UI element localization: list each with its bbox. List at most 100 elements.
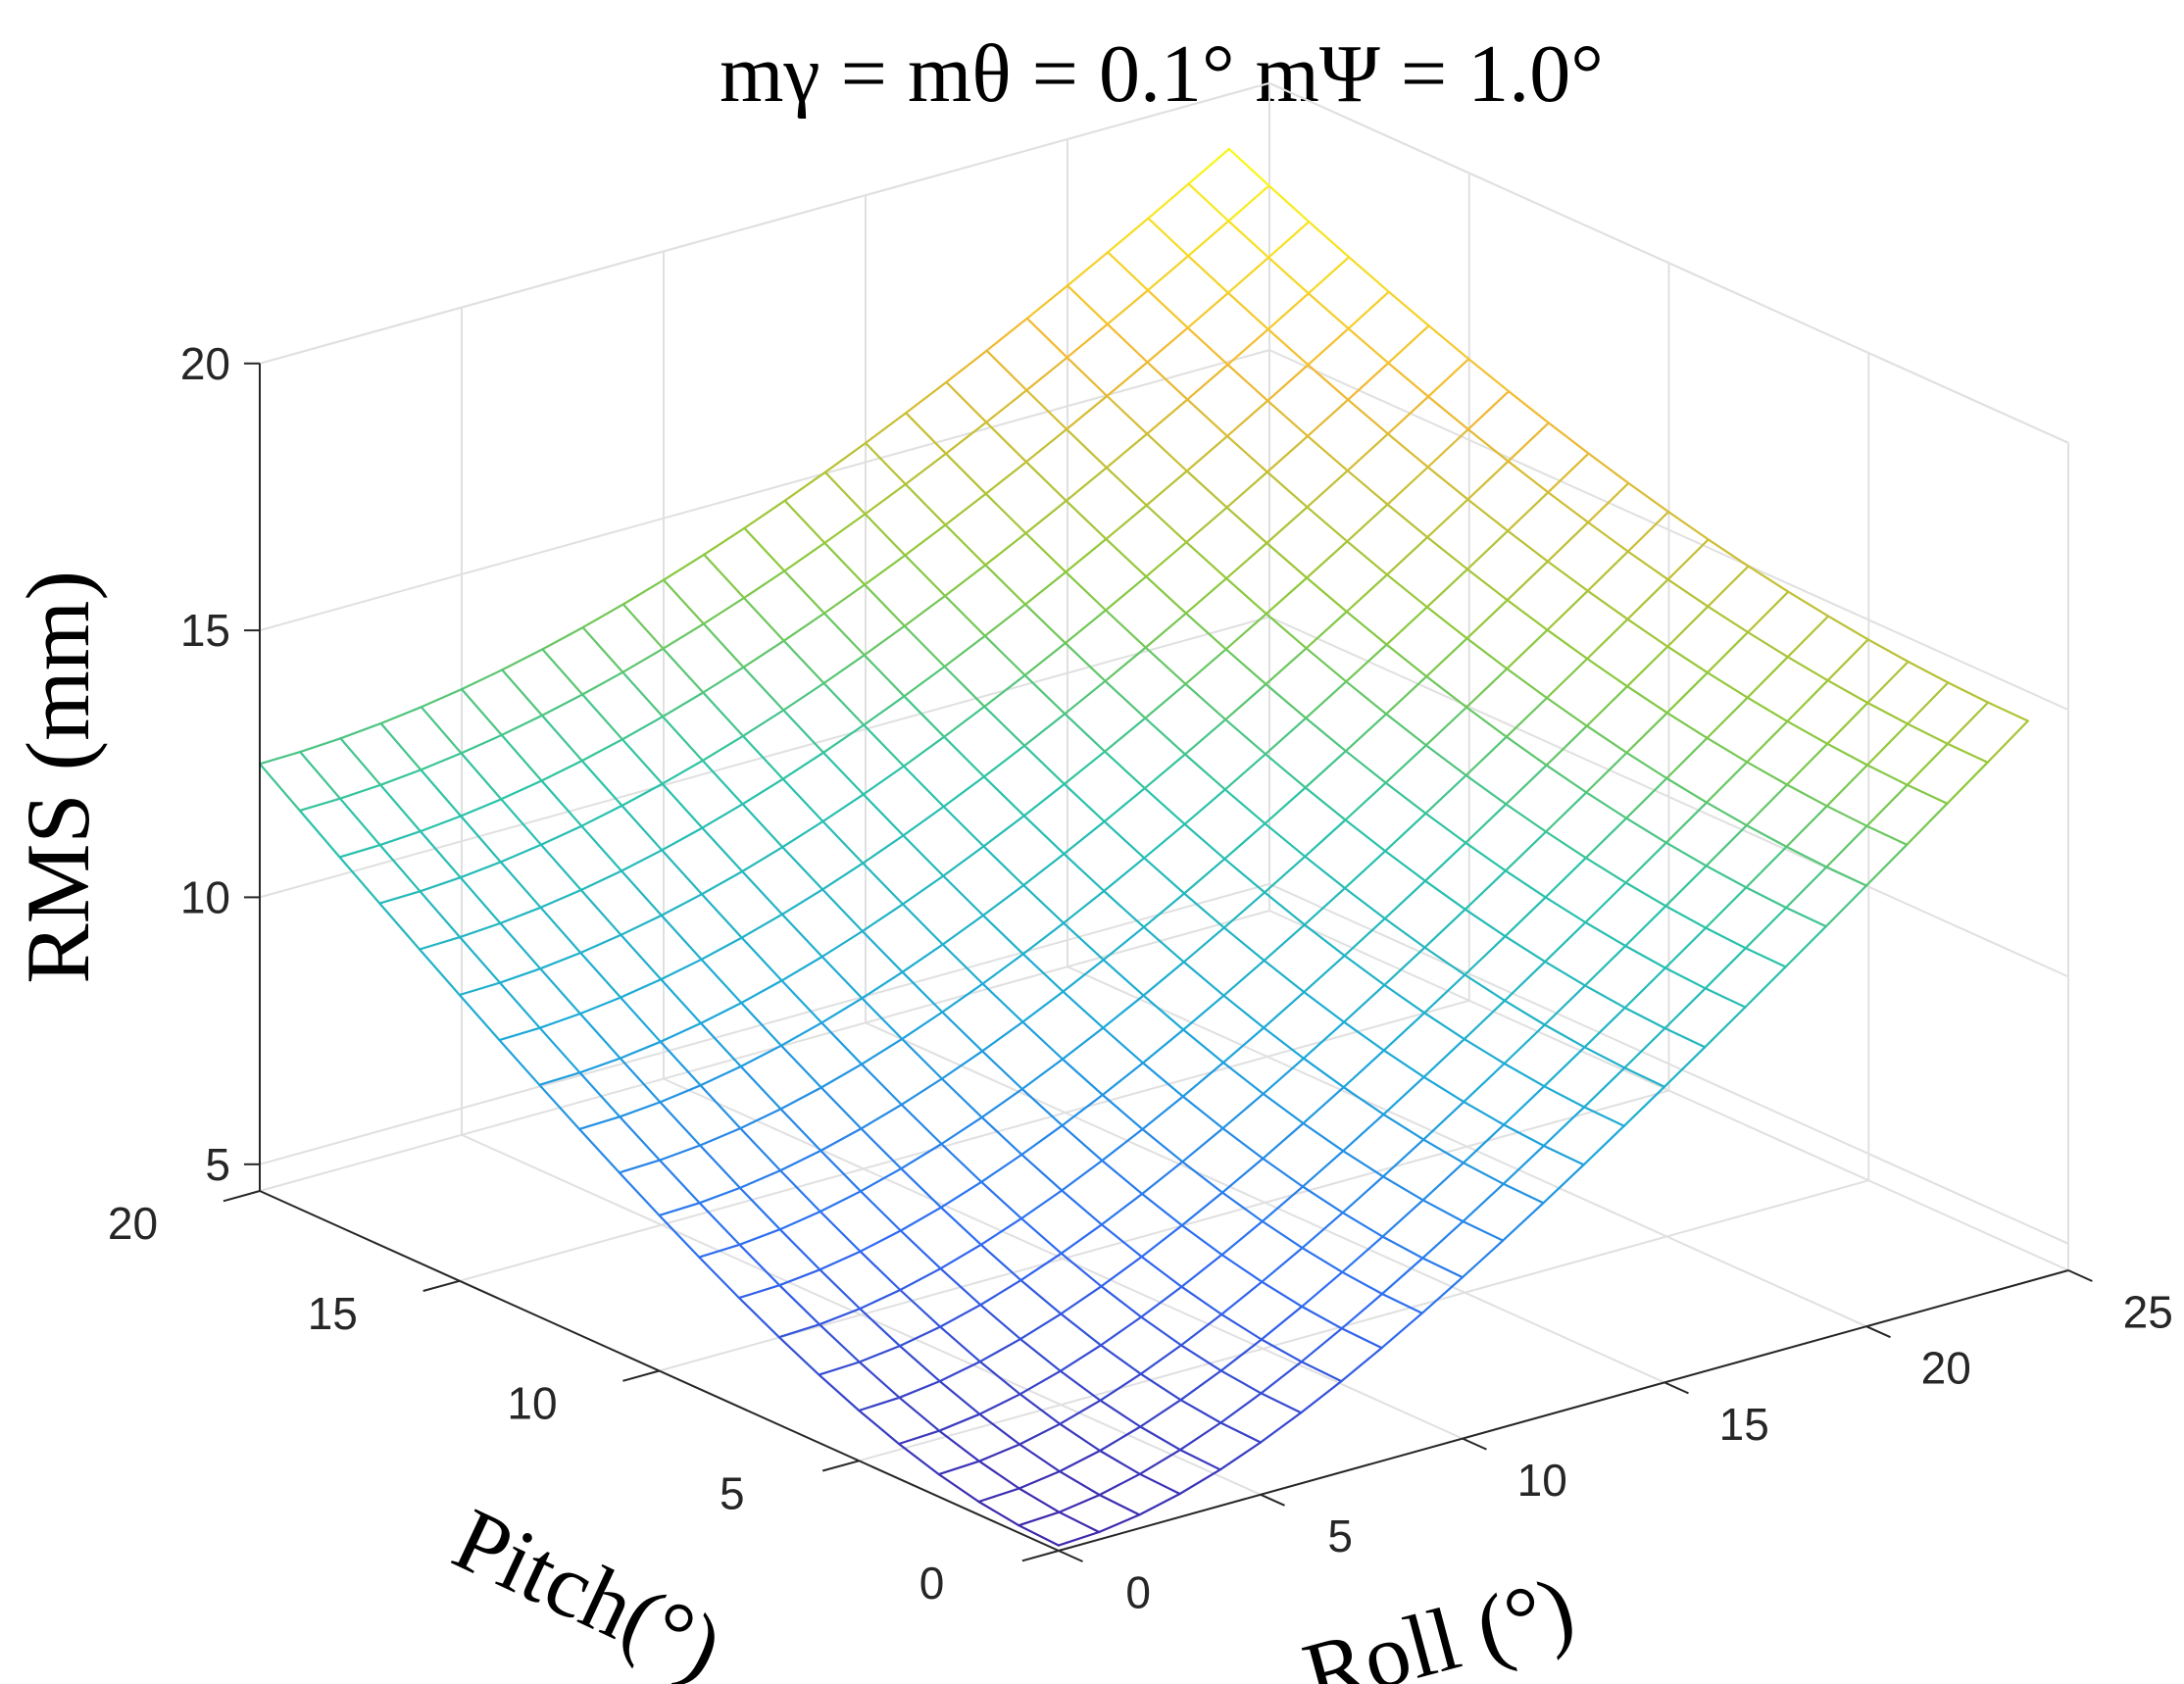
mesh-segment	[1061, 1124, 1104, 1163]
mesh-segment	[703, 526, 746, 556]
mesh-segment	[1061, 1093, 1104, 1127]
mesh-segment	[778, 1210, 821, 1231]
mesh-segment	[1505, 735, 1548, 767]
mesh-segment	[1025, 389, 1068, 430]
mesh-segment	[1223, 788, 1266, 825]
mesh-segment	[540, 759, 583, 782]
mesh-segment	[1221, 1126, 1265, 1161]
mesh-segment	[864, 482, 907, 516]
mesh-segment	[1147, 182, 1190, 220]
mesh-segment	[899, 1267, 942, 1292]
mesh-segment	[618, 1159, 662, 1174]
mesh-segment	[1308, 221, 1351, 259]
mesh-segment	[1626, 578, 1669, 620]
mesh-segment	[1063, 819, 1106, 856]
mesh-segment	[1704, 926, 1747, 950]
mesh-segment	[898, 1325, 942, 1348]
mesh-segment	[662, 578, 705, 625]
mesh-segment	[1824, 884, 1868, 928]
mesh-segment	[820, 929, 864, 959]
mesh-segment	[1179, 1344, 1222, 1372]
mesh-segment	[1464, 803, 1508, 844]
mesh-segment	[1304, 855, 1347, 890]
mesh-segment	[1343, 850, 1387, 890]
mesh-segment	[1705, 801, 1748, 827]
mesh-segment	[1341, 1235, 1384, 1273]
mesh-segment	[900, 1142, 943, 1170]
mesh-segment	[460, 733, 503, 755]
mesh-segment	[1224, 613, 1267, 651]
mesh-segment	[1301, 1150, 1345, 1188]
mesh-segment	[860, 1103, 903, 1130]
mesh-segment	[1185, 541, 1228, 580]
mesh-segment	[1146, 361, 1189, 401]
mesh-segment	[1745, 886, 1788, 910]
mesh-segment	[818, 1307, 862, 1326]
mesh-segment	[658, 1144, 702, 1162]
mesh-segment	[1107, 251, 1150, 292]
mesh-segment	[378, 829, 422, 847]
mesh-segment	[1142, 892, 1186, 928]
mesh-segment	[1147, 217, 1190, 258]
mesh-segment	[939, 1267, 982, 1307]
mesh-segment	[1347, 327, 1390, 365]
mesh-segment	[1145, 541, 1188, 578]
mesh-segment	[1062, 990, 1105, 1029]
mesh-segment	[939, 1243, 982, 1270]
mesh-segment	[858, 1409, 901, 1446]
mesh-segment	[1300, 1305, 1343, 1330]
mesh-segment	[1266, 364, 1310, 402]
mesh-segment	[702, 666, 745, 694]
mesh-segment	[1301, 1246, 1344, 1273]
mesh-segment	[1626, 550, 1669, 581]
y-tick-label: 0	[919, 1558, 945, 1609]
y-tick-label: 10	[507, 1378, 557, 1429]
floor-grid-line	[859, 1179, 1869, 1462]
mesh-segment	[339, 721, 382, 740]
mesh-segment	[578, 996, 622, 1015]
mesh-segment	[1345, 643, 1388, 683]
mesh-segment	[980, 1180, 1023, 1220]
mesh-segment	[459, 861, 502, 879]
mesh-segment	[985, 349, 1028, 392]
mesh-segment	[1221, 1092, 1265, 1130]
mesh-segment	[1704, 1006, 1747, 1049]
mesh-segment	[1505, 696, 1549, 738]
mesh-segment	[539, 906, 582, 955]
mesh-segment	[738, 1228, 781, 1246]
mesh-segment	[1666, 605, 1710, 648]
mesh-segment	[419, 829, 462, 879]
mesh-segment	[858, 1361, 901, 1399]
mesh-segment	[903, 594, 947, 627]
mesh-segment	[458, 981, 502, 997]
mesh-segment	[1302, 1057, 1345, 1089]
mesh-segment	[1220, 1280, 1264, 1316]
mesh-segment	[1665, 736, 1709, 780]
mesh-segment	[702, 622, 745, 669]
mesh-segment	[1787, 590, 1830, 618]
mesh-segment	[863, 624, 906, 657]
mesh-segment	[1103, 787, 1146, 823]
mesh-segment	[1181, 1095, 1224, 1130]
back-wall-grid-line	[259, 349, 1270, 632]
mesh-segment	[1422, 1138, 1465, 1164]
mesh-segment	[1018, 1443, 1062, 1473]
mesh-segment	[1022, 744, 1066, 786]
mesh-segment	[498, 1038, 541, 1086]
mesh-segment	[660, 958, 703, 981]
mesh-segment	[1865, 824, 1909, 846]
mesh-segment	[1946, 742, 1989, 764]
mesh-segment	[861, 929, 904, 973]
mesh-segment	[1705, 865, 1748, 889]
x-tick-label: 10	[1517, 1455, 1567, 1506]
mesh-segment	[1220, 1253, 1264, 1283]
mesh-segment	[459, 935, 502, 984]
y-tick-mark	[422, 1279, 461, 1292]
mesh-segment	[500, 733, 543, 782]
mesh-segment	[1143, 822, 1186, 860]
z-tick-label: 15	[180, 605, 230, 656]
mesh-segment	[904, 523, 947, 557]
mesh-segment	[498, 981, 541, 1029]
mesh-segment	[980, 1087, 1023, 1119]
mesh-segment	[1061, 1189, 1104, 1226]
